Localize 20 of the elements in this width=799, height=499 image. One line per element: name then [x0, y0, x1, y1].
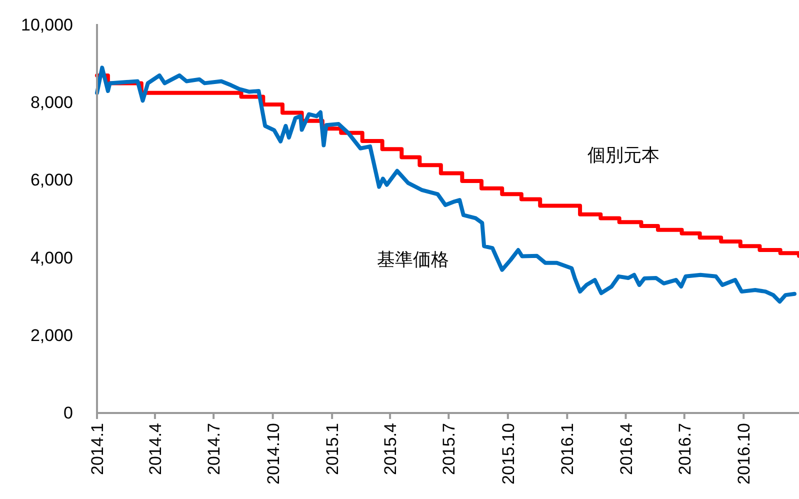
y-tick-label: 8,000: [30, 93, 73, 112]
x-tick-label: 2015.1: [323, 423, 342, 475]
x-tick-label: 2016.1: [558, 423, 578, 475]
y-tick-label: 10,000: [21, 16, 73, 34]
x-tick-label: 2016.4: [616, 423, 636, 475]
y-tick-label: 6,000: [30, 170, 73, 190]
x-tick-label: 2014.1: [88, 423, 107, 475]
x-tick-label: 2014.7: [204, 423, 224, 475]
text: 個別元本: [588, 144, 660, 165]
x-tick-label: 2015.4: [381, 423, 400, 475]
x-tick-label: 2015.10: [498, 423, 518, 484]
series-label: 基準価格: [376, 250, 449, 270]
x-tick-label: 2016.7: [675, 423, 694, 475]
x-tick-label: 2014.10: [264, 423, 283, 484]
x-tick-label: 2015.7: [440, 423, 459, 475]
y-tick-label: 0: [64, 404, 73, 422]
x-tick-label: 2014.4: [146, 423, 165, 475]
y-tick-label: 4,000: [30, 248, 73, 268]
y-tick-label: 2,000: [30, 326, 73, 345]
x-tick-label: 2016.10: [734, 423, 754, 484]
